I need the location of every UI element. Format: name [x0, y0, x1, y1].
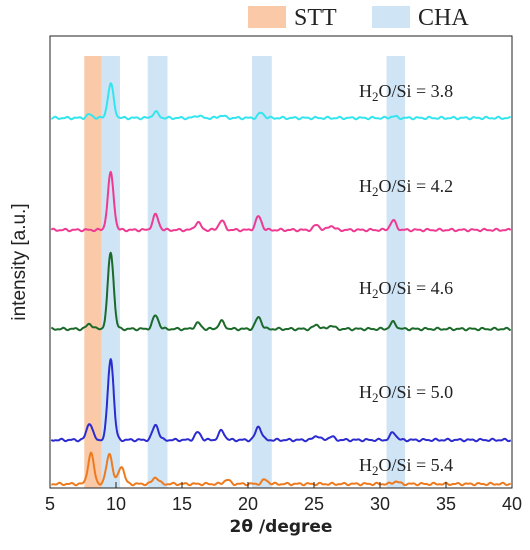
legend-label-stt: STT — [294, 5, 337, 31]
y-axis-label: intensity [a.u.] — [9, 203, 30, 320]
series-line-4 — [51, 451, 511, 487]
series-line-2 — [51, 251, 511, 332]
x-tick-label-1: 10 — [106, 494, 126, 514]
legend: STT CHA — [248, 5, 469, 31]
highlight-bands — [84, 56, 406, 488]
x-tick-label-7: 40 — [502, 494, 522, 514]
series-label-0: H2O/Si = 3.8 — [359, 81, 453, 104]
x-tick-label-3: 20 — [238, 494, 258, 514]
series-label-1: H2O/Si = 4.2 — [359, 176, 453, 199]
x-axis-label: 2θ /degree — [230, 517, 333, 537]
legend-swatch-stt — [248, 6, 286, 28]
series-lines — [50, 82, 512, 487]
highlight-band-cha-1 — [101, 56, 120, 488]
highlight-band-cha-2 — [147, 56, 168, 488]
x-tick-label-4: 25 — [304, 494, 324, 514]
legend-swatch-cha — [372, 6, 410, 28]
x-tick-label-6: 35 — [436, 494, 456, 514]
series-line-0 — [51, 82, 511, 121]
highlight-band-cha-3 — [251, 56, 272, 488]
highlight-band-cha-4 — [386, 56, 406, 488]
plot-frame — [49, 35, 513, 489]
series-line-1 — [50, 170, 512, 233]
x-ticks: 5 10 15 20 25 30 35 40 — [45, 482, 522, 514]
series-line-3 — [50, 358, 512, 443]
x-tick-label-5: 30 — [370, 494, 390, 514]
series-label-2: H2O/Si = 4.6 — [359, 278, 453, 301]
highlight-band-stt-0 — [84, 56, 102, 488]
legend-label-cha: CHA — [418, 5, 469, 31]
x-tick-label-0: 5 — [45, 494, 55, 514]
series-label-3: H2O/Si = 5.0 — [359, 382, 453, 405]
x-tick-label-2: 15 — [172, 494, 192, 514]
series-label-4: H2O/Si = 5.4 — [359, 455, 453, 478]
series-labels: H2O/Si = 3.8 H2O/Si = 4.2 H2O/Si = 4.6 H2O/… — [359, 81, 453, 478]
